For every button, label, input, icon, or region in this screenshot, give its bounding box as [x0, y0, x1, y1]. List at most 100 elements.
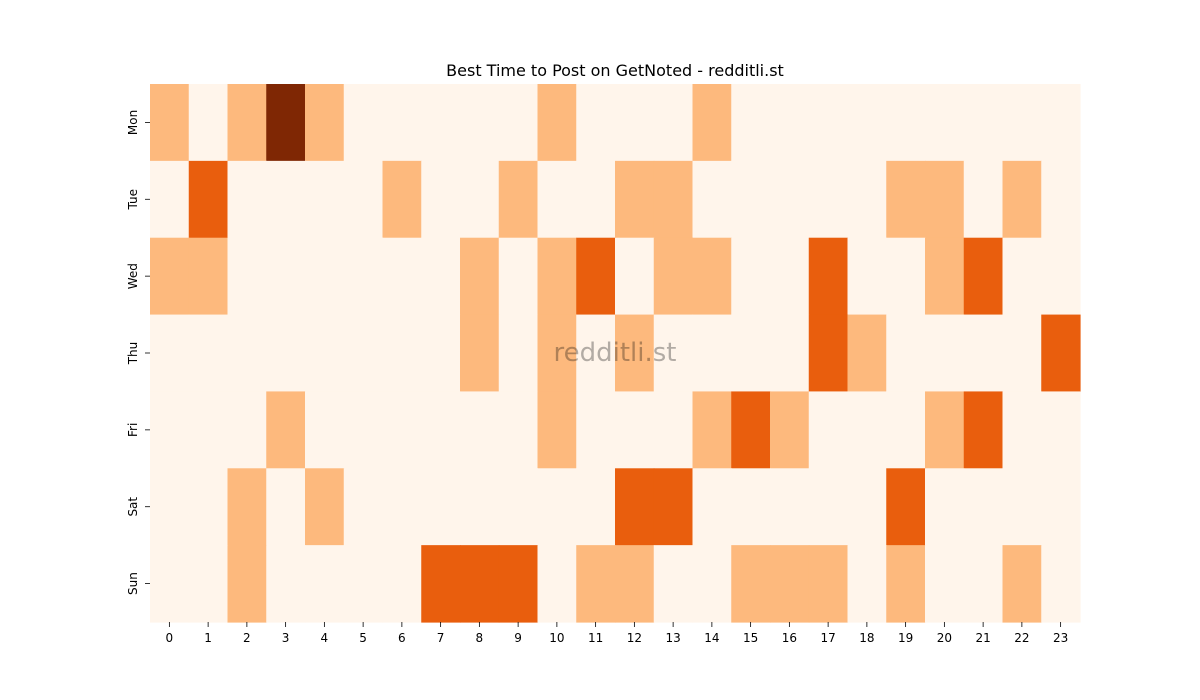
heatmap-cell-tue-1 — [188, 160, 229, 239]
heatmap-cell-sun-11 — [576, 545, 616, 623]
y-tick-label: Fri — [126, 423, 140, 437]
heatmap-cell-thu-16 — [770, 314, 810, 393]
heatmap-cell-mon-15 — [731, 84, 771, 162]
heatmap-cell-thu-18 — [847, 314, 887, 393]
heatmap-cell-sun-23 — [1041, 545, 1081, 623]
heatmap-cell-fri-8 — [460, 391, 500, 469]
heatmap-cell-sun-18 — [847, 545, 887, 623]
heatmap-cell-wed-15 — [731, 237, 771, 316]
heatmap-cell-mon-21 — [963, 84, 1004, 162]
heatmap-cell-tue-15 — [731, 160, 771, 239]
heatmap-cell-tue-5 — [343, 160, 384, 239]
heatmap-cell-fri-10 — [537, 391, 577, 469]
heatmap-cell-fri-20 — [925, 391, 965, 469]
heatmap-cell-mon-3 — [266, 84, 306, 162]
heatmap-cell-sat-5 — [343, 468, 384, 546]
heatmap-cell-sun-10 — [537, 545, 577, 623]
heatmap-cell-fri-7 — [421, 391, 461, 469]
heatmap-cell-thu-20 — [925, 314, 965, 393]
heatmap-cell-wed-20 — [925, 237, 965, 316]
x-tick-label: 8 — [476, 631, 484, 645]
heatmap-cell-mon-19 — [886, 84, 926, 162]
heatmap-cell-fri-9 — [498, 391, 539, 469]
heatmap-cell-tue-21 — [963, 160, 1004, 239]
heatmap-cell-thu-3 — [266, 314, 306, 393]
heatmap-cell-wed-23 — [1041, 237, 1081, 316]
heatmap-cell-sun-20 — [925, 545, 965, 623]
heatmap-cell-wed-4 — [305, 237, 345, 316]
heatmap-cell-tue-6 — [382, 160, 422, 239]
heatmap-cell-thu-11 — [576, 314, 616, 393]
x-tick-label: 5 — [359, 631, 367, 645]
heatmap-cell-mon-11 — [576, 84, 616, 162]
heatmap-cell-fri-6 — [382, 391, 422, 469]
heatmap-cell-sun-19 — [886, 545, 926, 623]
heatmap-cell-thu-8 — [460, 314, 500, 393]
heatmap-cell-thu-9 — [498, 314, 539, 393]
heatmap-cell-fri-23 — [1041, 391, 1081, 469]
heatmap-cell-fri-13 — [653, 391, 694, 469]
x-tick-label: 4 — [321, 631, 329, 645]
heatmap-cell-sat-20 — [925, 468, 965, 546]
heatmap-cell-wed-3 — [266, 237, 306, 316]
heatmap-cell-tue-14 — [692, 160, 732, 239]
heatmap-cell-fri-17 — [808, 391, 849, 469]
heatmap-cell-wed-12 — [615, 237, 655, 316]
heatmap-cell-thu-10 — [537, 314, 577, 393]
heatmap-cell-sat-16 — [770, 468, 810, 546]
heatmap-cell-fri-3 — [266, 391, 306, 469]
heatmap-cell-tue-11 — [576, 160, 616, 239]
heatmap-cell-sun-21 — [963, 545, 1004, 623]
heatmap-cell-tue-8 — [460, 160, 500, 239]
heatmap-cell-thu-17 — [808, 314, 849, 393]
heatmap-cell-sat-9 — [498, 468, 539, 546]
heatmap-cell-tue-22 — [1002, 160, 1042, 239]
heatmap-cell-mon-13 — [653, 84, 694, 162]
heatmap-cell-fri-5 — [343, 391, 384, 469]
heatmap-cell-sat-8 — [460, 468, 500, 546]
heatmap-cell-sat-17 — [808, 468, 849, 546]
heatmap-cell-sat-6 — [382, 468, 422, 546]
heatmap-cell-thu-22 — [1002, 314, 1042, 393]
heatmap-cell-tue-19 — [886, 160, 926, 239]
heatmap-cell-sun-16 — [770, 545, 810, 623]
x-tick-label: 2 — [243, 631, 251, 645]
heatmap-cell-fri-0 — [150, 391, 190, 469]
heatmap-cell-fri-12 — [615, 391, 655, 469]
heatmap-cell-mon-4 — [305, 84, 345, 162]
heatmap-cell-wed-8 — [460, 237, 500, 316]
heatmap-cell-mon-6 — [382, 84, 422, 162]
heatmap-cell-sat-0 — [150, 468, 190, 546]
heatmap-cell-thu-4 — [305, 314, 345, 393]
heatmap-cell-wed-6 — [382, 237, 422, 316]
heatmap-cell-wed-1 — [188, 237, 229, 316]
heatmap-cell-sat-12 — [615, 468, 655, 546]
heatmap-cell-sat-21 — [963, 468, 1004, 546]
heatmap-cell-wed-2 — [227, 237, 267, 316]
y-axis: Mon Tue Wed Thu Fri Sat Sun — [126, 110, 150, 595]
heatmap-cell-sat-10 — [537, 468, 577, 546]
heatmap-cell-tue-9 — [498, 160, 539, 239]
y-tick-label: Wed — [126, 263, 140, 289]
heatmap-cell-wed-17 — [808, 237, 849, 316]
heatmap-cell-mon-2 — [227, 84, 267, 162]
x-tick-label: 7 — [437, 631, 445, 645]
x-tick-label: 18 — [859, 631, 874, 645]
heatmap-cell-mon-8 — [460, 84, 500, 162]
heatmap-cell-sat-4 — [305, 468, 345, 546]
heatmap-cell-sat-22 — [1002, 468, 1042, 546]
heatmap-cell-mon-1 — [188, 84, 229, 162]
heatmap-cell-sun-6 — [382, 545, 422, 623]
heatmap-cell-mon-23 — [1041, 84, 1081, 162]
heatmap-cell-thu-12 — [615, 314, 655, 393]
heatmap-cell-thu-2 — [227, 314, 267, 393]
x-tick-label: 12 — [627, 631, 642, 645]
x-tick-label: 3 — [282, 631, 290, 645]
heatmap-cell-wed-14 — [692, 237, 732, 316]
x-tick-label: 22 — [1014, 631, 1029, 645]
heatmap-cells — [150, 84, 1081, 623]
heatmap-cell-thu-15 — [731, 314, 771, 393]
heatmap-cell-sun-5 — [343, 545, 384, 623]
heatmap-cell-wed-7 — [421, 237, 461, 316]
x-tick-label: 13 — [665, 631, 680, 645]
